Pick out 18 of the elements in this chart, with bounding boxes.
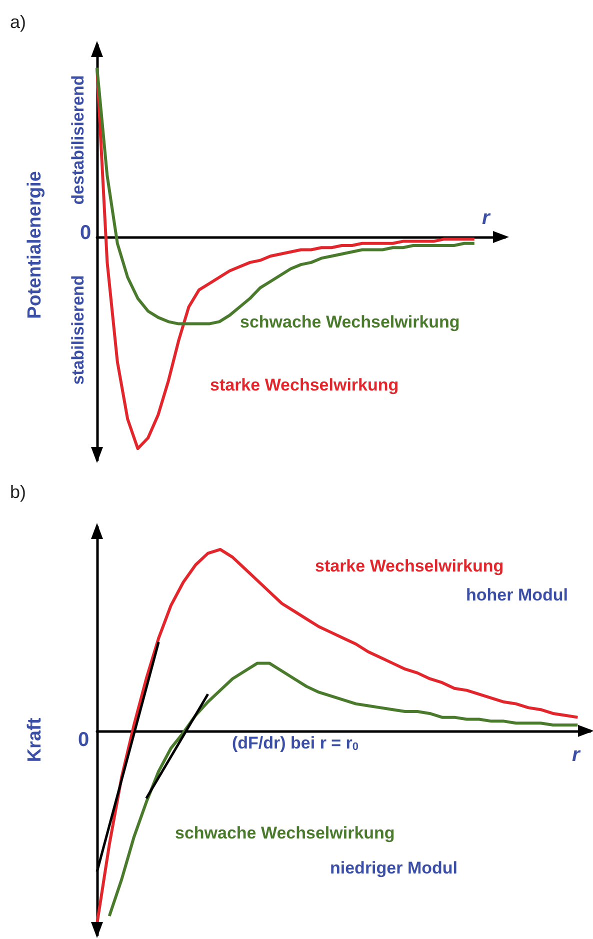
chart-title: b) [10,482,26,502]
text: (dF/dr) bei r = r [232,734,352,752]
chart-title: a) [10,12,26,32]
text: 0 [80,222,92,244]
y-axis-title: Potentialenergie [24,171,46,319]
y-axis-title: Kraft [24,717,46,762]
text: destabilisierend [68,75,88,205]
annotation: niedriger Modul [330,858,458,878]
annotation: 0 [352,741,359,753]
x-axis-title: r [572,744,581,766]
series-label: schwache Wechselwirkung [240,312,460,332]
text: 0 [78,729,90,751]
x-axis-title: r [482,207,491,229]
text: stabilisierend [68,275,88,385]
text: starke Wechselwirkung [210,376,399,394]
text: starke Wechselwirkung [315,556,504,576]
text: schwache Wechselwirkung [175,824,395,842]
annotation: hoher Modul [466,586,568,604]
